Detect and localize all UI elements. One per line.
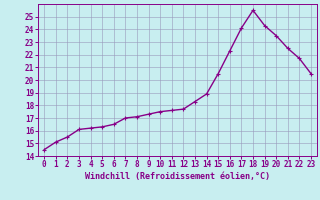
X-axis label: Windchill (Refroidissement éolien,°C): Windchill (Refroidissement éolien,°C) bbox=[85, 172, 270, 181]
